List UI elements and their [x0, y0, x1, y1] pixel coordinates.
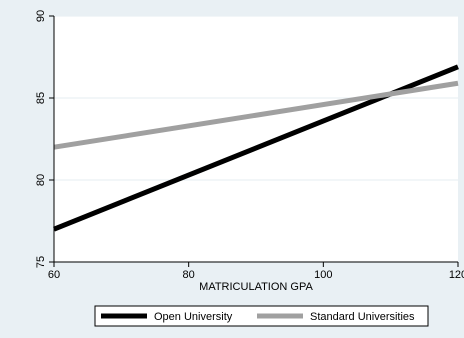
y-tick-label-80: 80 [35, 174, 47, 186]
legend: Open University Standard Universities [94, 305, 429, 327]
y-tick-label-75: 75 [35, 256, 47, 268]
x-tick-label-80: 80 [183, 269, 195, 281]
legend-label-0: Open University [154, 311, 233, 323]
y-axis-ticks: 75 80 85 90 [35, 10, 54, 268]
y-tick-label-90: 90 [35, 10, 47, 22]
x-axis-ticks: 60 80 100 120 [48, 262, 464, 281]
x-tick-label-100: 100 [314, 269, 332, 281]
series-lines [53, 64, 459, 232]
x-tick-label-60: 60 [48, 269, 60, 281]
x-tick-label-120: 120 [449, 269, 464, 281]
x-axis-title: MATRICULATION GPA [199, 281, 313, 293]
y-tick-label-85: 85 [35, 92, 47, 104]
series-line-1 [53, 80, 459, 150]
legend-label-1: Standard Universities [310, 311, 415, 323]
